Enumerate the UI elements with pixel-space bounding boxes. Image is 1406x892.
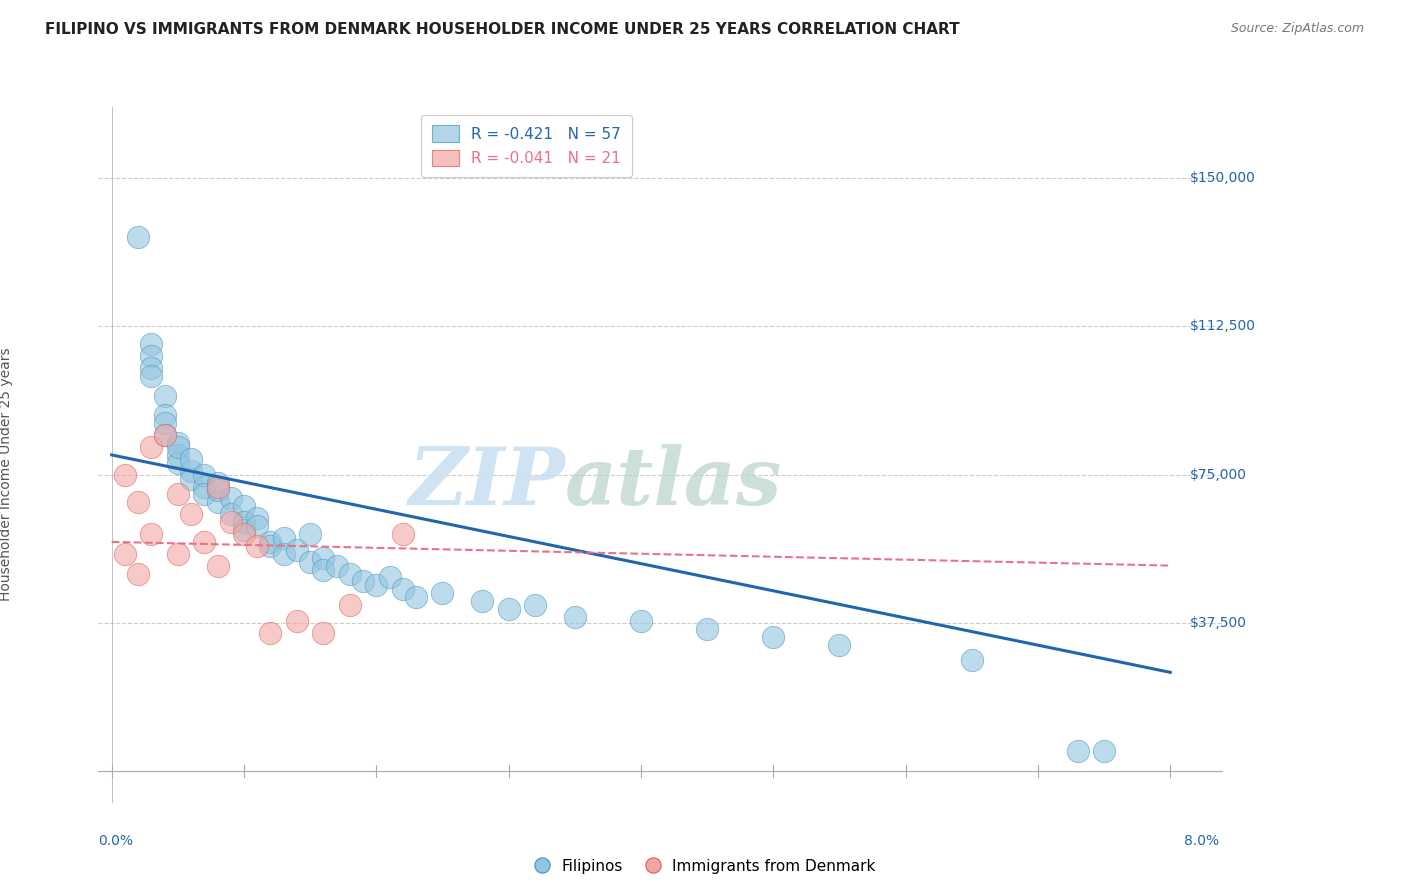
Point [153,428,176,442]
Point [762,630,785,644]
Point [828,638,851,652]
Point [180,464,202,478]
Point [166,456,188,470]
Point [166,547,188,561]
Point [219,507,242,521]
Point [259,625,281,640]
Point [273,531,295,545]
Point [153,389,176,403]
Point [180,507,202,521]
Point [498,602,520,616]
Point [391,527,413,541]
Point [405,591,427,605]
Point [233,500,256,514]
Point [141,361,163,376]
Point [325,558,347,573]
Point [207,475,229,490]
Point [219,491,242,506]
Point [166,487,188,501]
Point [193,467,215,482]
Point [233,527,256,541]
Point [166,436,188,450]
Point [352,574,374,589]
Point [141,440,163,454]
Point [366,578,388,592]
Point [180,472,202,486]
Point [193,535,215,549]
Point [312,563,335,577]
Point [141,527,163,541]
Legend: Filipinos, Immigrants from Denmark: Filipinos, Immigrants from Denmark [524,853,882,880]
Point [153,428,176,442]
Point [141,349,163,363]
Text: atlas: atlas [565,444,783,522]
Point [153,417,176,431]
Point [233,515,256,529]
Text: $112,500: $112,500 [1189,319,1256,334]
Point [180,451,202,466]
Point [299,527,322,541]
Point [259,539,281,553]
Point [193,479,215,493]
Point [219,515,242,529]
Point [378,570,401,584]
Point [299,555,322,569]
Point [246,519,269,533]
Point [273,547,295,561]
Point [207,479,229,493]
Point [153,409,176,423]
Point [1092,744,1115,758]
Text: Source: ZipAtlas.com: Source: ZipAtlas.com [1230,22,1364,36]
Legend: R = -0.421   N = 57, R = -0.041   N = 21: R = -0.421 N = 57, R = -0.041 N = 21 [420,115,631,177]
Point [207,495,229,509]
Text: 0.0%: 0.0% [98,834,134,848]
Point [127,230,149,244]
Point [285,542,308,557]
Point [312,550,335,565]
Point [114,467,136,482]
Point [233,523,256,537]
Point [207,483,229,498]
Point [432,586,454,600]
Point [246,539,269,553]
Point [127,566,149,581]
Point [524,598,547,612]
Point [339,566,361,581]
Point [207,558,229,573]
Point [114,547,136,561]
Text: Householder Income Under 25 years: Householder Income Under 25 years [0,348,13,601]
Point [1066,744,1088,758]
Point [391,582,413,597]
Point [285,614,308,628]
Point [127,495,149,509]
Text: 8.0%: 8.0% [1184,834,1219,848]
Point [312,625,335,640]
Text: $37,500: $37,500 [1189,616,1247,630]
Point [246,511,269,525]
Point [696,622,718,636]
Text: $150,000: $150,000 [1189,171,1256,186]
Point [960,653,983,667]
Point [141,368,163,383]
Text: FILIPINO VS IMMIGRANTS FROM DENMARK HOUSEHOLDER INCOME UNDER 25 YEARS CORRELATIO: FILIPINO VS IMMIGRANTS FROM DENMARK HOUS… [45,22,960,37]
Point [630,614,652,628]
Point [141,337,163,351]
Point [471,594,494,608]
Point [339,598,361,612]
Point [259,535,281,549]
Point [564,610,586,624]
Point [193,487,215,501]
Point [166,440,188,454]
Text: $75,000: $75,000 [1189,467,1247,482]
Text: ZIP: ZIP [408,444,565,522]
Point [166,448,188,462]
